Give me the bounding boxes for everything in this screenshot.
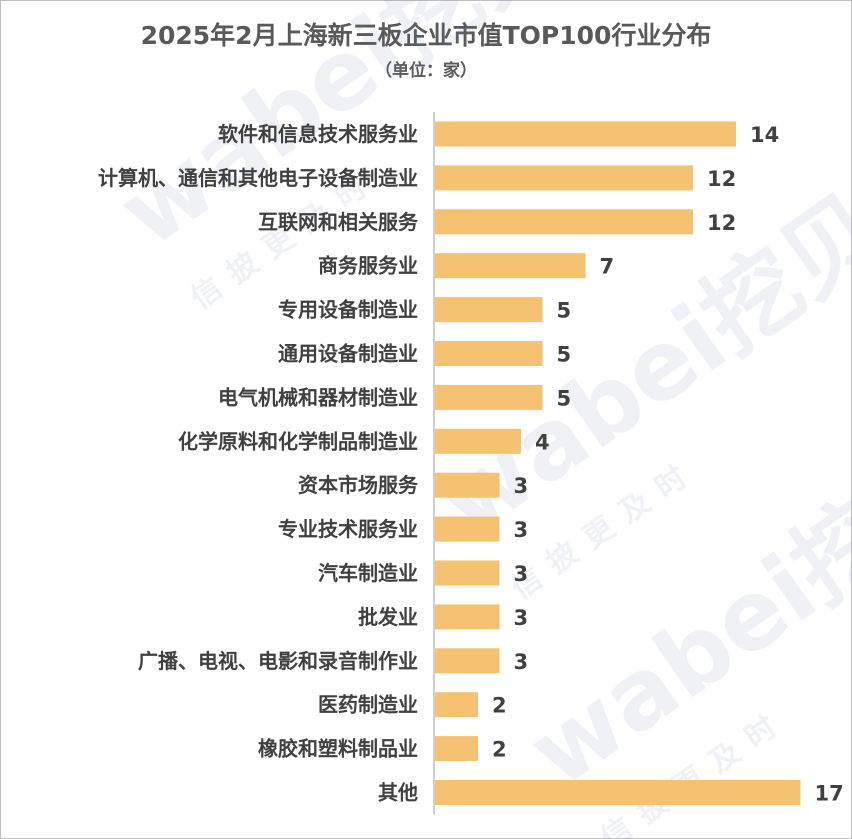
- value-label: 3: [514, 562, 529, 586]
- bar: [435, 560, 500, 586]
- value-label: 3: [514, 518, 529, 542]
- category-label: 医药制造业: [318, 693, 418, 717]
- bar: [435, 516, 500, 542]
- category-label: 资本市场服务: [298, 473, 419, 497]
- category-label: 批发业: [358, 605, 418, 629]
- bar: [435, 297, 543, 323]
- category-label: 广播、电视、电影和录音制作业: [138, 649, 418, 673]
- value-label: 7: [600, 255, 615, 279]
- bar: [435, 692, 478, 718]
- bar: [435, 428, 521, 454]
- category-label: 专用设备制造业: [278, 298, 418, 322]
- value-label: 12: [707, 211, 736, 235]
- category-label: 汽车制造业: [318, 561, 418, 585]
- category-label: 其他: [378, 781, 418, 805]
- value-label: 3: [514, 474, 529, 498]
- bar: [435, 341, 543, 366]
- bar: [435, 384, 543, 410]
- value-label: 14: [750, 123, 779, 147]
- bar: [435, 209, 693, 235]
- category-label: 化学原料和化学制品制造业: [178, 429, 418, 453]
- bar: [435, 165, 693, 191]
- bar: [435, 604, 500, 630]
- category-label: 软件和信息技术服务业: [218, 122, 418, 146]
- value-label: 5: [557, 386, 572, 410]
- bar: [435, 736, 478, 762]
- bar: [435, 121, 736, 147]
- category-label: 计算机、通信和其他电子设备制造业: [98, 166, 418, 190]
- category-label: 互联网和相关服务: [258, 210, 419, 234]
- value-label: 3: [514, 606, 529, 630]
- value-label: 5: [557, 299, 572, 323]
- bar: [435, 780, 801, 805]
- category-label: 专业技术服务业: [278, 517, 418, 541]
- chart-title: 2025年2月上海新三板企业市值TOP100行业分布: [140, 21, 712, 50]
- value-label: 3: [514, 650, 529, 674]
- value-label: 17: [815, 782, 844, 806]
- category-labels: 软件和信息技术服务业计算机、通信和其他电子设备制造业互联网和相关服务商务服务业专…: [98, 122, 419, 805]
- category-label: 橡胶和塑料制品业: [258, 737, 418, 761]
- value-label: 5: [557, 343, 572, 367]
- value-label: 4: [535, 430, 550, 454]
- category-label: 电气机械和器材制造业: [218, 385, 418, 409]
- category-label: 通用设备制造业: [278, 342, 418, 366]
- value-label: 2: [492, 738, 507, 762]
- bar: [435, 648, 500, 674]
- value-label: 2: [492, 694, 507, 718]
- category-label: 商务服务业: [318, 254, 418, 278]
- value-label: 12: [707, 167, 736, 191]
- chart-subtitle: （单位：家）: [375, 61, 477, 81]
- bars-group: [435, 121, 801, 805]
- bar: [435, 472, 500, 498]
- bar: [435, 253, 586, 279]
